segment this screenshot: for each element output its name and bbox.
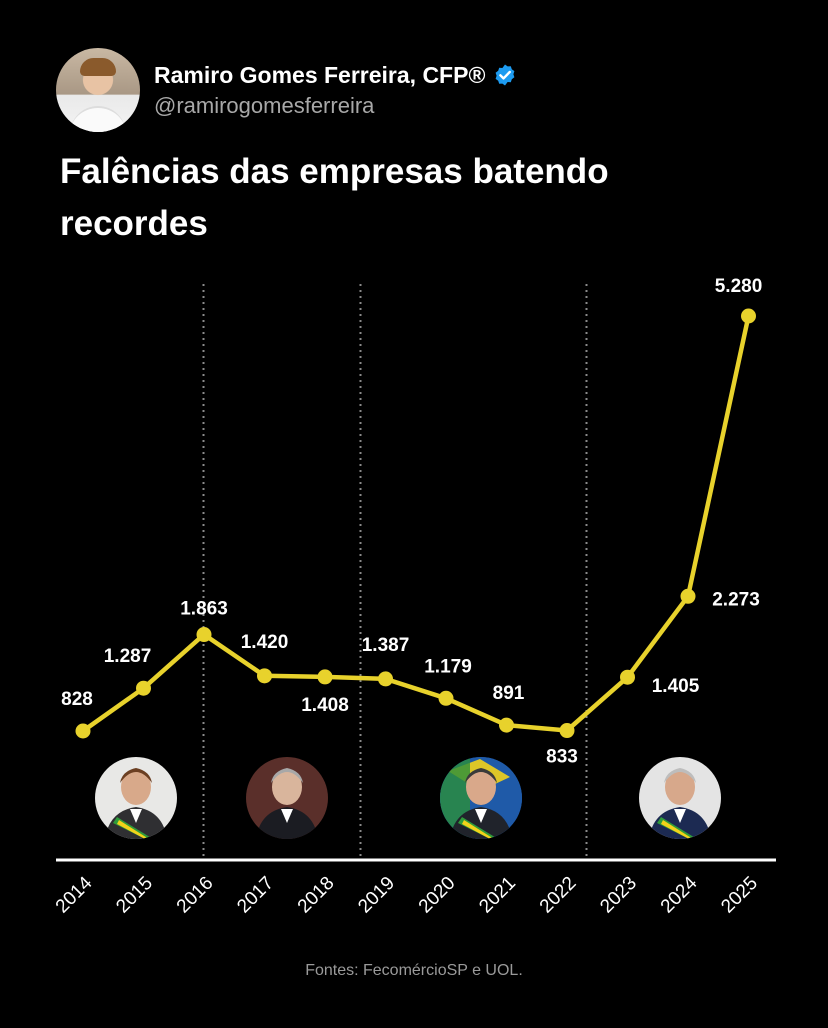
bolsonaro-portrait — [440, 757, 522, 839]
x-tick-label-2018: 2018 — [294, 873, 339, 918]
lula-portrait — [639, 757, 721, 839]
x-tick-label-2017: 2017 — [233, 873, 278, 918]
source-note: Fontes: FecomércioSP e UOL. — [305, 962, 523, 979]
data-point-2021 — [499, 717, 514, 733]
data-label-2023: 1.405 — [652, 676, 700, 697]
author-names: Ramiro Gomes Ferreira, CFP® @ramirogomes… — [154, 62, 517, 119]
x-tick-label-2014: 2014 — [52, 872, 97, 917]
data-label-2018: 1.408 — [301, 695, 349, 716]
data-label-2014: 828 — [61, 689, 93, 710]
author-name-row: Ramiro Gomes Ferreira, CFP® — [154, 62, 517, 89]
data-point-2020 — [438, 690, 454, 706]
data-label-2024: 2.273 — [712, 589, 760, 610]
data-point-2014 — [75, 723, 91, 739]
x-tick-label-2020: 2020 — [415, 873, 460, 918]
temer-portrait — [246, 757, 328, 839]
x-tick-label-2024: 2024 — [657, 872, 702, 917]
post-title: Falências das empresas batendo recordes — [60, 152, 609, 243]
dilma-portrait — [95, 757, 177, 839]
data-label-2025: 5.280 — [715, 276, 763, 297]
x-tick-label-2025: 2025 — [717, 873, 762, 918]
data-label-2016: 1.863 — [180, 599, 228, 620]
data-point-2018 — [317, 669, 333, 685]
data-point-2022 — [559, 723, 575, 739]
series-line — [80, 313, 751, 734]
data-point-2024 — [680, 588, 696, 604]
x-tick-label-2022: 2022 — [536, 873, 581, 918]
data-point-2023 — [620, 669, 635, 685]
tweet-header: Ramiro Gomes Ferreira, CFP® @ramirogomes… — [56, 48, 517, 132]
data-label-2019: 1.387 — [362, 635, 410, 656]
data-label-2021: 891 — [493, 683, 525, 704]
verified-badge-icon — [495, 64, 515, 86]
data-point-2025 — [741, 308, 756, 324]
x-tick-label-2021: 2021 — [475, 873, 520, 918]
x-tick-label-2016: 2016 — [173, 873, 218, 918]
x-tick-label-2023: 2023 — [596, 873, 641, 918]
data-point-2015 — [136, 680, 151, 696]
x-tick-label-2019: 2019 — [354, 873, 399, 918]
x-tick-label-2015: 2015 — [112, 873, 157, 918]
data-label-2020: 1.179 — [424, 656, 472, 677]
data-point-2016 — [196, 627, 212, 643]
data-point-2019 — [378, 671, 393, 687]
data-label-2015: 1.287 — [104, 646, 152, 667]
author-name[interactable]: Ramiro Gomes Ferreira, CFP® — [154, 61, 486, 88]
author-handle[interactable]: @ramirogomesferreira — [154, 92, 375, 118]
data-point-2017 — [257, 668, 272, 684]
data-label-2017: 1.420 — [241, 632, 289, 653]
author-avatar[interactable] — [56, 48, 140, 132]
data-label-2022: 833 — [546, 747, 578, 768]
